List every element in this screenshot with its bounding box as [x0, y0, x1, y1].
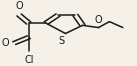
Text: Cl: Cl — [24, 55, 34, 65]
Text: O: O — [95, 15, 102, 25]
Text: O: O — [15, 1, 23, 11]
Text: S: S — [59, 36, 65, 46]
Text: O: O — [2, 38, 9, 48]
